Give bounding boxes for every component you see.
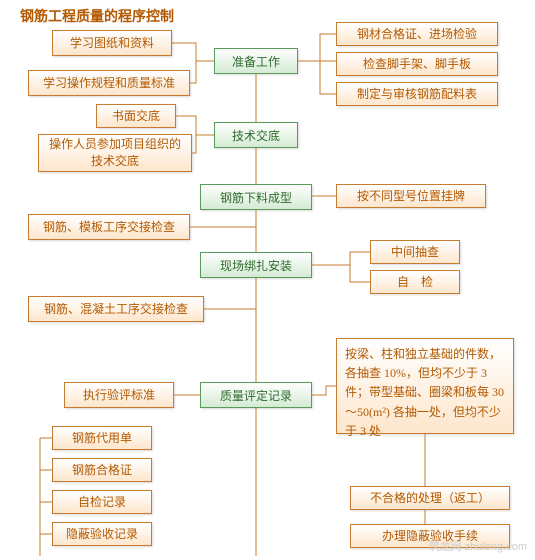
box-exec-standard: 执行验评标准 — [64, 382, 174, 408]
box-hidden-record: 隐蔽验收记录 — [52, 522, 152, 546]
box-rebar-template-check: 钢筋、模板工序交接检查 — [28, 214, 190, 240]
box-cert: 钢筋合格证 — [52, 458, 152, 482]
stage-install: 现场绑扎安装 — [200, 252, 312, 278]
box-operator-training: 操作人员参加项目组织的技术交底 — [38, 134, 192, 172]
box-sampling-rule: 按梁、柱和独立基础的件数，各抽查 10%，但均不少于 3 件；带型基础、圈梁和板… — [336, 338, 514, 434]
stage-tech-disclosure: 技术交底 — [214, 122, 298, 148]
watermark: 筑龙网 zhulong.com — [429, 538, 527, 554]
box-selfcheck: 自 检 — [370, 270, 460, 294]
box-rebar-concrete-check: 钢筋、混凝土工序交接检查 — [28, 296, 204, 322]
stage-cutting: 钢筋下料成型 — [200, 184, 312, 210]
box-study-procedures: 学习操作规程和质量标准 — [28, 70, 190, 96]
diagram-title: 钢筋工程质量的程序控制 — [20, 6, 174, 26]
stage-quality-record: 质量评定记录 — [200, 382, 312, 408]
box-substitution: 钢筋代用单 — [52, 426, 152, 450]
box-midcheck: 中间抽查 — [370, 240, 460, 264]
box-material-cert: 钢材合格证、进场检验 — [336, 22, 498, 46]
box-cutting-list: 制定与审核钢筋配料表 — [336, 82, 498, 106]
box-study-drawings: 学习图纸和资料 — [52, 30, 172, 56]
stage-prepare: 准备工作 — [214, 48, 298, 74]
box-rework: 不合格的处理（返工） — [350, 486, 510, 510]
box-tagging: 按不同型号位置挂牌 — [336, 184, 486, 208]
box-scaffold: 检查脚手架、脚手板 — [336, 52, 498, 76]
box-selfcheck-record: 自检记录 — [52, 490, 152, 514]
box-written-disclosure: 书面交底 — [96, 104, 176, 128]
